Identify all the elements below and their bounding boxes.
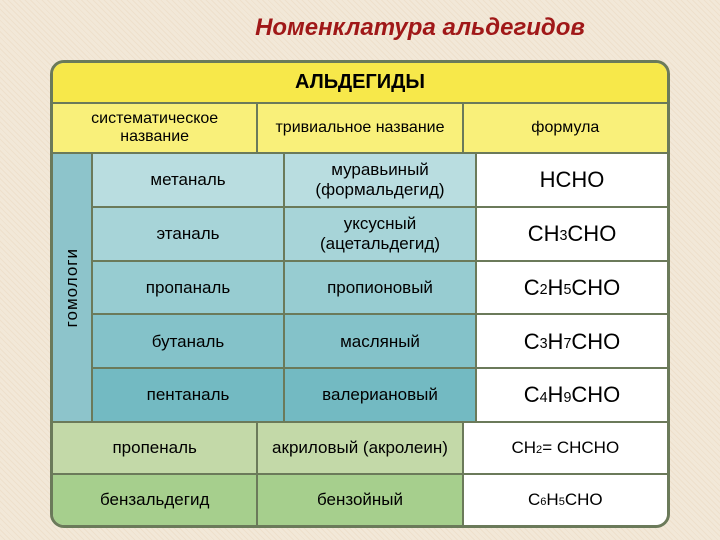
cell-trivial: бензойный xyxy=(256,475,461,525)
col-trivial: тривиальное название xyxy=(256,102,461,152)
cell-trivial: пропионовый xyxy=(283,262,475,314)
page-root: Номенклатура альдегидов АЛЬДЕГИДЫ систем… xyxy=(0,0,720,540)
cell-trivial: масляный xyxy=(283,315,475,367)
cell-systematic: бензальдегид xyxy=(53,475,256,525)
cell-systematic: метаналь xyxy=(91,154,283,206)
table-row: бензальдегидбензойныйC6H5CHO xyxy=(53,473,667,525)
homolog-rows: метанальмуравьиный (формальдегид)HCHOэта… xyxy=(91,152,667,421)
table-row: пропанальпропионовыйC2H5CHO xyxy=(91,260,667,314)
table-row: бутанальмасляныйC3H7CHO xyxy=(91,313,667,367)
table-row: этанальуксусный (ацетальдегид)CH3CHO xyxy=(91,206,667,260)
table-row: метанальмуравьиный (формальдегид)HCHO xyxy=(91,152,667,206)
cell-formula: CH2 = CHCHO xyxy=(462,423,667,473)
aldehyde-table: АЛЬДЕГИДЫ систематическое название триви… xyxy=(50,60,670,528)
cell-systematic: пропеналь xyxy=(53,423,256,473)
cell-systematic: этаналь xyxy=(91,208,283,260)
homolog-body: гомологи метанальмуравьиный (формальдеги… xyxy=(53,152,667,421)
cell-trivial: муравьиный (формальдегид) xyxy=(283,154,475,206)
cell-formula: C2H5CHO xyxy=(475,262,667,314)
cell-trivial: уксусный (ацетальдегид) xyxy=(283,208,475,260)
cell-trivial: валериановый xyxy=(283,369,475,421)
table-container: АЛЬДЕГИДЫ систематическое название триви… xyxy=(0,56,720,540)
table-main-header: АЛЬДЕГИДЫ xyxy=(53,63,667,102)
cell-formula: C4H9CHO xyxy=(475,369,667,421)
cell-systematic: пентаналь xyxy=(91,369,283,421)
cell-formula: HCHO xyxy=(475,154,667,206)
cell-formula: CH3CHO xyxy=(475,208,667,260)
other-rows: пропенальакриловый (акролеин)CH2 = CHCHO… xyxy=(53,421,667,525)
table-sub-header: систематическое название тривиальное наз… xyxy=(53,102,667,152)
col-formula: формула xyxy=(462,102,667,152)
cell-formula: C6H5CHO xyxy=(462,475,667,525)
cell-formula: C3H7CHO xyxy=(475,315,667,367)
table-row: пропенальакриловый (акролеин)CH2 = CHCHO xyxy=(53,421,667,473)
page-title: Номенклатура альдегидов xyxy=(255,14,585,42)
col-systematic: систематическое название xyxy=(53,102,256,152)
cell-trivial: акриловый (акролеин) xyxy=(256,423,461,473)
cell-systematic: пропаналь xyxy=(91,262,283,314)
cell-systematic: бутаналь xyxy=(91,315,283,367)
title-bar: Номенклатура альдегидов xyxy=(0,0,720,56)
homolog-side-label: гомологи xyxy=(53,152,91,421)
table-row: пентанальвалериановыйC4H9CHO xyxy=(91,367,667,421)
